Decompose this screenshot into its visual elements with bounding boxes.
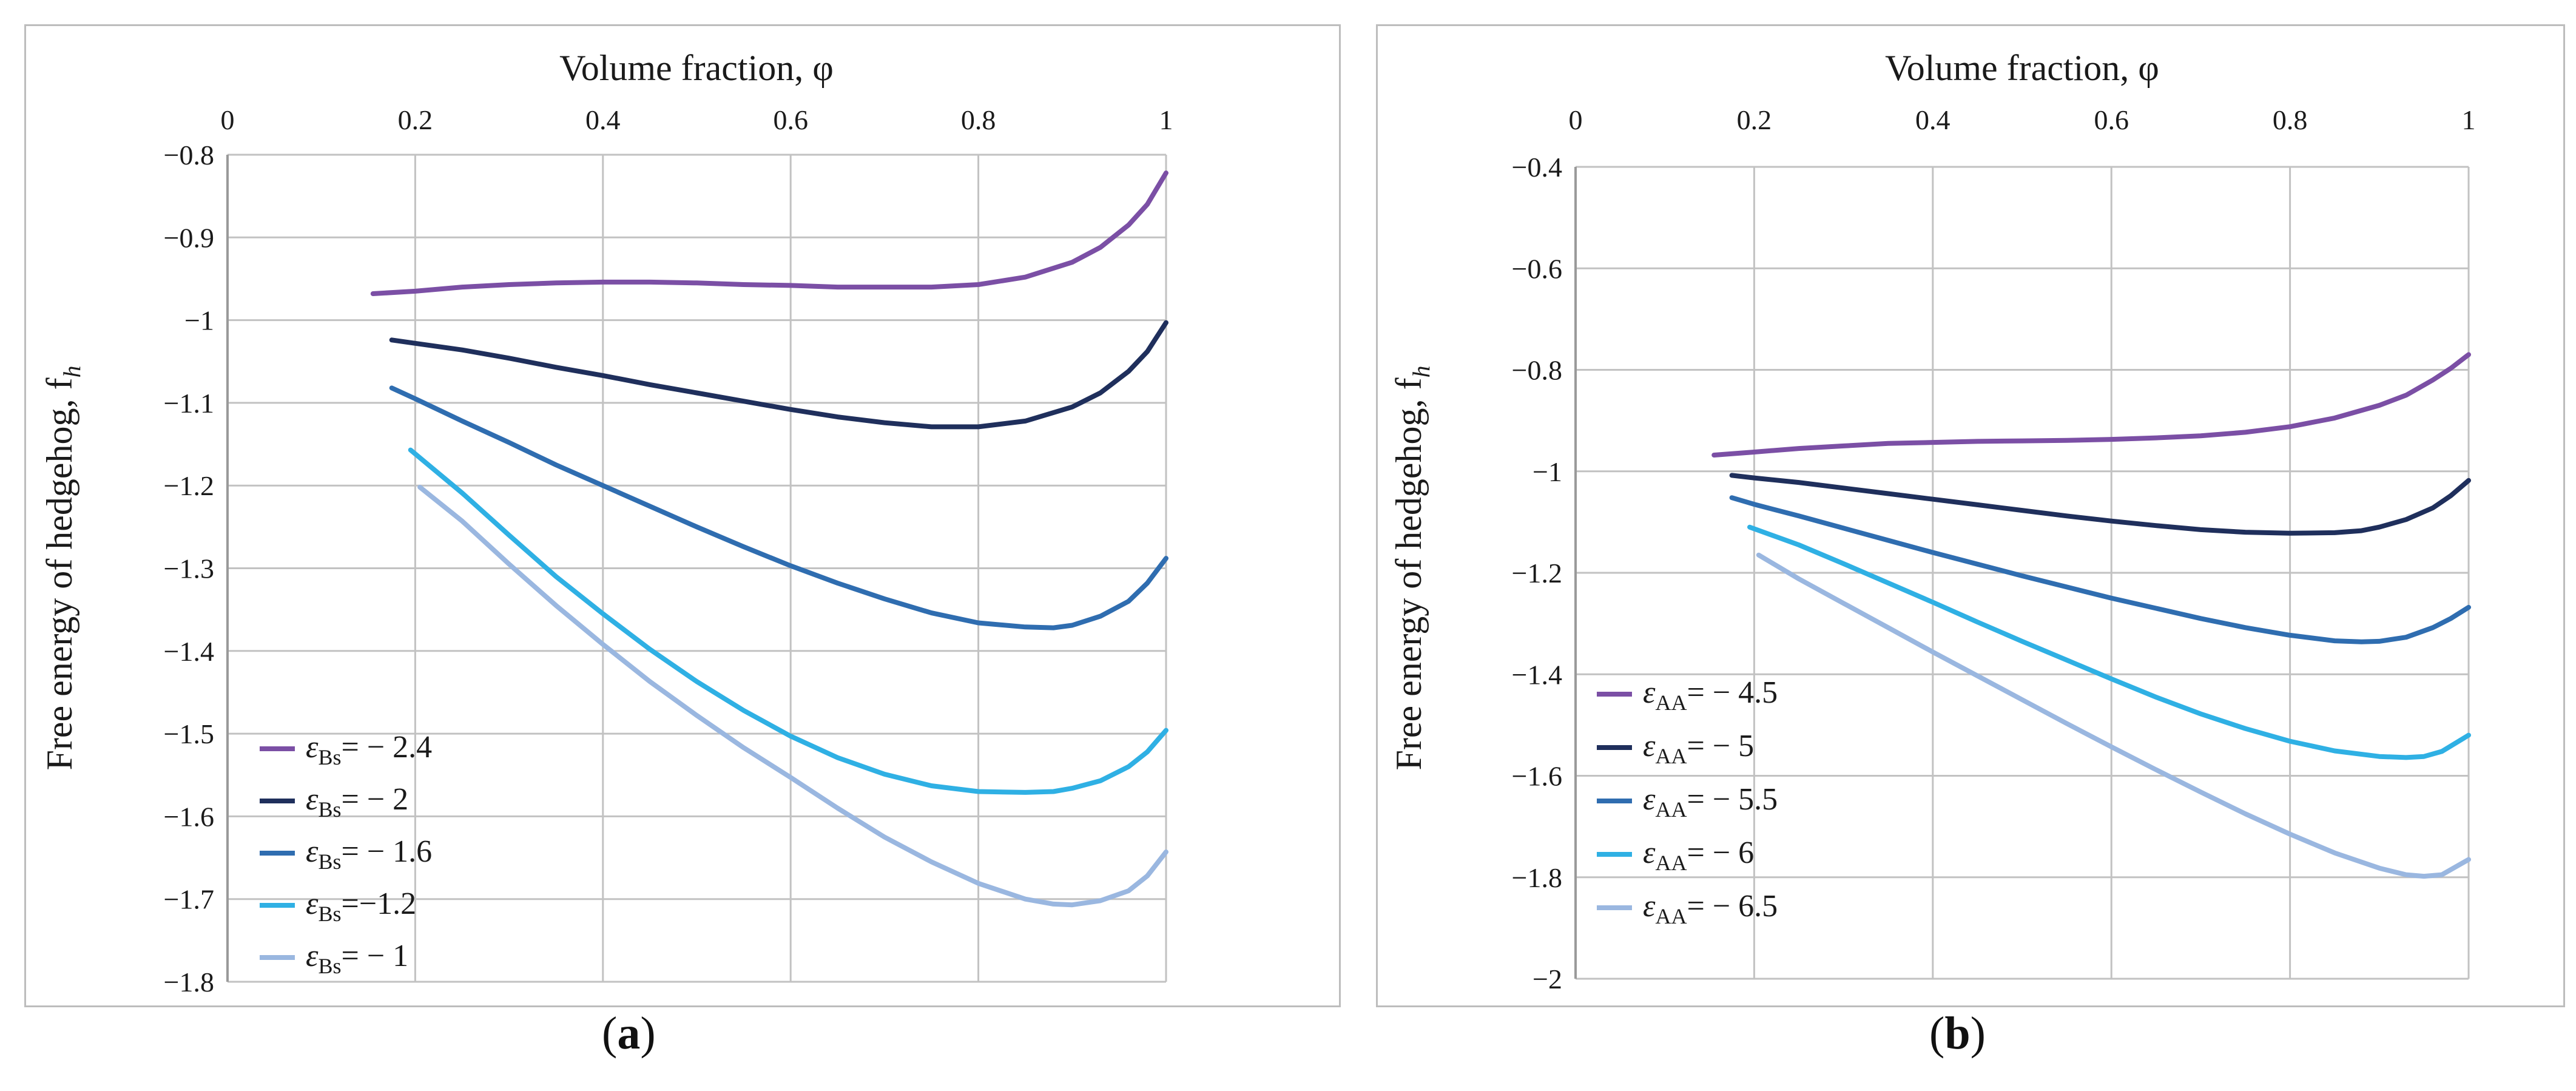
chart-b-y-tick-label: −0.6 bbox=[1512, 253, 1562, 284]
chart-a-y-tick-label: −1.8 bbox=[164, 967, 214, 998]
chart-a-series-line bbox=[417, 484, 1168, 908]
chart-a-y-tick-label: −1.1 bbox=[164, 388, 214, 419]
legend-subscript: AA bbox=[1656, 851, 1687, 875]
legend-symbol: ε bbox=[1643, 889, 1656, 924]
legend-symbol: ε bbox=[1643, 675, 1656, 710]
chart-a-x-tick-label: 0.4 bbox=[585, 104, 621, 135]
chart-a-x-tick-label: 1 bbox=[1159, 104, 1173, 135]
chart-b-y-axis-title-main: Free energy of hedgehog, f bbox=[1389, 377, 1429, 770]
chart-a-series-line bbox=[408, 447, 1168, 795]
chart-b-y-tick-label: −1.2 bbox=[1512, 558, 1562, 589]
chart-a-legend-label: εBs= − 2.4 bbox=[306, 730, 432, 769]
legend-value: = − 6 bbox=[1687, 836, 1755, 870]
chart-a: 0 0.2 0.4 0.6 0.8 1 −0.8 −0.9 −1 −1.1 −1.2 −1.3 −1.4… bbox=[39, 48, 1173, 998]
panel-a-frame bbox=[24, 24, 1341, 1007]
chart-b-y-axis-title-subscript: h bbox=[1408, 366, 1435, 378]
chart-b-y-tick-label: −0.8 bbox=[1512, 355, 1562, 386]
chart-b-series-line bbox=[1756, 552, 2471, 879]
chart-b-series-line bbox=[1711, 352, 2471, 458]
chart-a-series-line bbox=[370, 171, 1168, 296]
panel-caption-a: (a) bbox=[602, 1008, 656, 1059]
legend-symbol: ε bbox=[1643, 836, 1656, 870]
legend-symbol: ε bbox=[1643, 729, 1656, 763]
legend-symbol: ε bbox=[306, 887, 319, 921]
panel-caption-b: (b) bbox=[1929, 1008, 1986, 1059]
chart-b-legend-label: εAA= − 5.5 bbox=[1643, 782, 1778, 822]
chart-a-y-tick-label: −0.9 bbox=[164, 222, 214, 253]
legend-value: = − 1.6 bbox=[342, 834, 433, 869]
chart-a-legend-label: εBs= − 2 bbox=[306, 782, 408, 822]
chart-b-y-tick-label: −0.4 bbox=[1512, 152, 1562, 183]
legend-value: = − 5.5 bbox=[1687, 782, 1778, 817]
chart-b-series-line bbox=[1747, 524, 2471, 760]
chart-a-legend-label: εBs= − 1 bbox=[306, 939, 408, 978]
chart-b-y-tick-label: −1 bbox=[1532, 456, 1562, 487]
chart-b: 0 0.2 0.4 0.6 0.8 1 −0.4 −0.6 −0.8 −1 −1.2 −1.4 −1.6… bbox=[1389, 48, 2476, 995]
chart-a-y-tick-label: −1.3 bbox=[164, 553, 214, 584]
chart-b-x-tick-label: 0.6 bbox=[2094, 104, 2129, 135]
chart-b-legend-label: εAA= − 6.5 bbox=[1643, 889, 1778, 928]
legend-symbol: ε bbox=[1643, 782, 1656, 817]
legend-subscript: Bs bbox=[319, 745, 342, 769]
panel-b-frame bbox=[1376, 24, 2565, 1007]
legend-subscript: AA bbox=[1656, 797, 1687, 822]
chart-b-x-tick-label: 1 bbox=[2462, 104, 2476, 135]
legend-symbol: ε bbox=[306, 730, 319, 765]
chart-b-y-axis-title: Free energy of hedgehog, fh bbox=[1389, 366, 1435, 771]
legend-symbol: ε bbox=[306, 834, 319, 869]
chart-b-y-tick-label: −1.8 bbox=[1512, 862, 1562, 893]
legend-value: = − 6.5 bbox=[1687, 889, 1778, 924]
chart-b-x-tick-label: 0 bbox=[1569, 104, 1583, 135]
chart-a-y-axis-title-subscript: h bbox=[58, 366, 86, 378]
chart-a-y-tick-label: −1.4 bbox=[164, 636, 214, 667]
chart-b-legend-label: εAA= − 4.5 bbox=[1643, 675, 1778, 715]
legend-subscript: AA bbox=[1656, 744, 1687, 768]
chart-b-x-tick-label: 0.2 bbox=[1737, 104, 1772, 135]
legend-subscript: Bs bbox=[319, 954, 342, 978]
chart-a-x-tick-label: 0.6 bbox=[773, 104, 808, 135]
chart-a-y-tick-label: −1.5 bbox=[164, 718, 214, 749]
chart-b-series-line bbox=[1729, 473, 2471, 536]
legend-symbol: ε bbox=[306, 939, 319, 973]
chart-a-y-tick-label: −1.2 bbox=[164, 470, 214, 501]
legend-symbol: ε bbox=[306, 782, 319, 817]
chart-a-x-tick-label: 0 bbox=[221, 104, 235, 135]
chart-b-y-tick-label: −2 bbox=[1532, 964, 1562, 995]
panel-caption-b-label: b bbox=[1944, 1008, 1971, 1059]
chart-a-x-tick-label: 0.8 bbox=[961, 104, 996, 135]
legend-value: = − 1 bbox=[342, 939, 409, 973]
chart-b-legend-label: εAA= − 6 bbox=[1643, 836, 1754, 875]
chart-a-x-tick-label: 0.2 bbox=[398, 104, 433, 135]
chart-a-series-line bbox=[389, 320, 1168, 430]
chart-a-y-tick-label: −1.7 bbox=[164, 884, 214, 915]
legend-subscript: AA bbox=[1656, 691, 1687, 715]
legend-value: =−1.2 bbox=[342, 887, 417, 921]
legend-subscript: Bs bbox=[319, 849, 342, 874]
chart-a-legend-label: εBs= − 1.6 bbox=[306, 834, 432, 874]
chart-a-y-tick-label: −1 bbox=[184, 305, 214, 336]
legend-subscript: Bs bbox=[319, 797, 342, 822]
chart-b-series-line bbox=[1729, 495, 2471, 644]
chart-a-legend-label: εBs=−1.2 bbox=[306, 887, 416, 926]
legend-subscript: AA bbox=[1656, 904, 1687, 928]
chart-b-legend-label: εAA= − 5 bbox=[1643, 729, 1754, 768]
legend-value: = − 5 bbox=[1687, 729, 1755, 763]
chart-b-x-tick-label: 0.4 bbox=[1915, 104, 1951, 135]
chart-a-y-tick-label: −1.6 bbox=[164, 801, 214, 832]
panel-caption-a-label: a bbox=[617, 1008, 641, 1059]
chart-b-y-tick-label: −1.4 bbox=[1512, 659, 1562, 690]
chart-b-x-axis-title: Volume fraction, φ bbox=[1885, 48, 2159, 88]
legend-subscript: Bs bbox=[319, 902, 342, 926]
legend-value: = − 4.5 bbox=[1687, 675, 1778, 710]
chart-b-x-tick-label: 0.8 bbox=[2273, 104, 2308, 135]
chart-b-y-tick-label: −1.6 bbox=[1512, 761, 1562, 792]
chart-a-y-axis-title-main: Free energy of hedgehog, f bbox=[39, 377, 79, 770]
legend-value: = − 2 bbox=[342, 782, 409, 817]
chart-a-x-axis-title: Volume fraction, φ bbox=[559, 48, 834, 88]
legend-value: = − 2.4 bbox=[342, 730, 433, 765]
chart-a-y-tick-label: −0.8 bbox=[164, 140, 214, 171]
chart-a-y-axis-title: Free energy of hedgehog, fh bbox=[39, 366, 86, 771]
chart-a-series-line bbox=[389, 385, 1168, 630]
